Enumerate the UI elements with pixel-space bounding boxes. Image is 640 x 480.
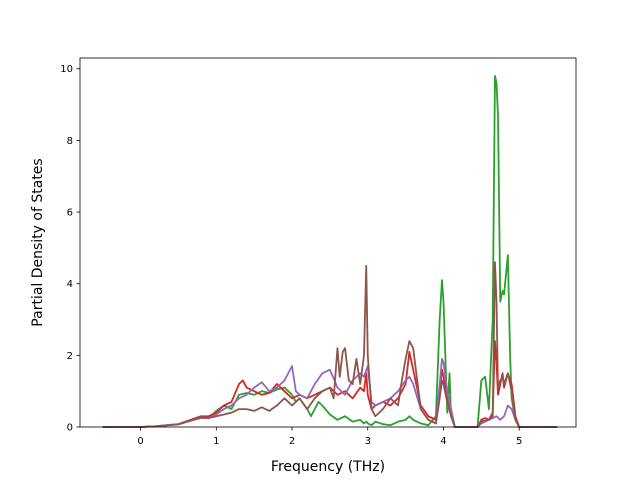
y-tick-label: 8	[67, 136, 73, 147]
y-tick-label: 0	[67, 423, 73, 434]
x-tick-label: 2	[289, 436, 295, 447]
series-line-1	[102, 75, 558, 428]
plot-frame	[79, 57, 577, 428]
x-tick-label: 0	[137, 436, 143, 447]
y-axis-title: Partial Density of States	[30, 158, 46, 326]
y-tick-label: 6	[67, 208, 73, 219]
x-tick-label: 1	[213, 436, 219, 447]
x-tick-label: 5	[516, 436, 522, 447]
series-layer	[102, 75, 558, 428]
x-axis: 0 1 2 3 4 5	[137, 427, 522, 447]
x-tick-label: 3	[365, 436, 371, 447]
y-tick-label: 2	[67, 351, 73, 362]
x-tick-label: 4	[440, 436, 446, 447]
y-tick-label: 10	[60, 64, 73, 75]
y-tick-label: 4	[67, 279, 73, 290]
y-axis: 0 2 4 6 8 10	[60, 64, 80, 434]
series-line-4	[102, 261, 558, 428]
x-axis-title: Frequency (THz)	[271, 459, 385, 475]
